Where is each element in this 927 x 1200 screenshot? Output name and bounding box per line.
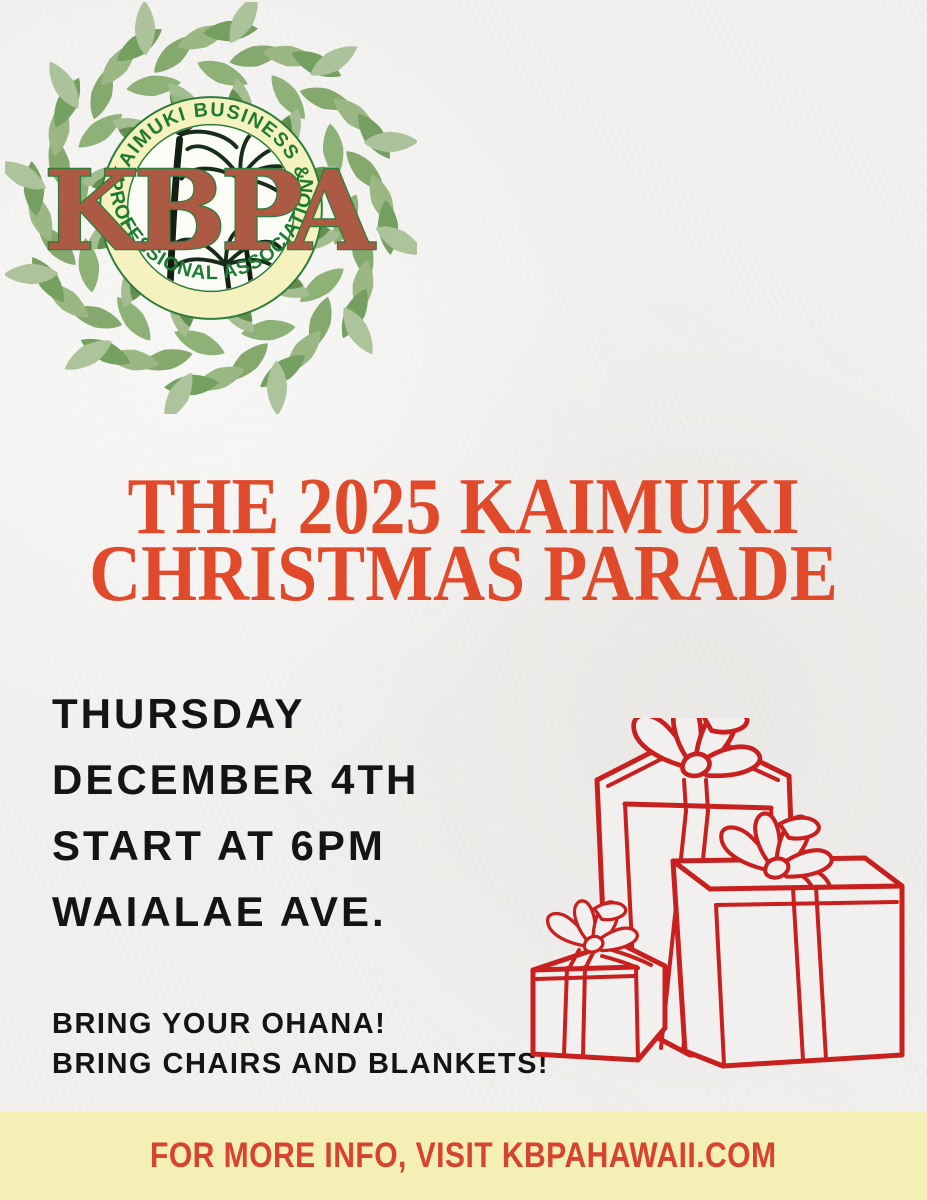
gift-box-small — [530, 893, 668, 1063]
event-details: THURSDAY DECEMBER 4TH START AT 6PM WAIAL… — [52, 681, 419, 945]
callout-line-1: BRING YOUR OHANA! — [52, 1008, 387, 1040]
detail-date: DECEMBER 4TH — [52, 756, 420, 803]
detail-location: WAIALAE AVE. — [52, 888, 387, 935]
gift-box-large — [670, 810, 905, 1069]
footer-info-text: FOR MORE INFO, VISIT KBPAHAWAII.COM — [150, 1136, 777, 1175]
detail-day: THURSDAY — [52, 690, 306, 737]
footer-banner: FOR MORE INFO, VISIT KBPAHAWAII.COM — [0, 1112, 927, 1200]
kbpa-logo: KAIMUKI BUSINESS & PROFESSIONAL ASSOCIAT… — [5, 2, 417, 414]
page-title: THE 2025 KAIMUKI CHRISTMAS PARADE — [46, 463, 880, 618]
title-line-2: CHRISTMAS PARADE — [89, 530, 838, 618]
title-line-1: THE 2025 KAIMUKI — [127, 463, 800, 551]
gift-boxes-illustration — [505, 718, 905, 1080]
callout-line-2: BRING CHAIRS AND BLANKETS! — [52, 1048, 550, 1080]
callout-text: BRING YOUR OHANA! BRING CHAIRS AND BLANK… — [52, 1004, 549, 1084]
detail-time: START AT 6PM — [52, 822, 386, 869]
logo-acronym: KBPA — [44, 146, 376, 275]
